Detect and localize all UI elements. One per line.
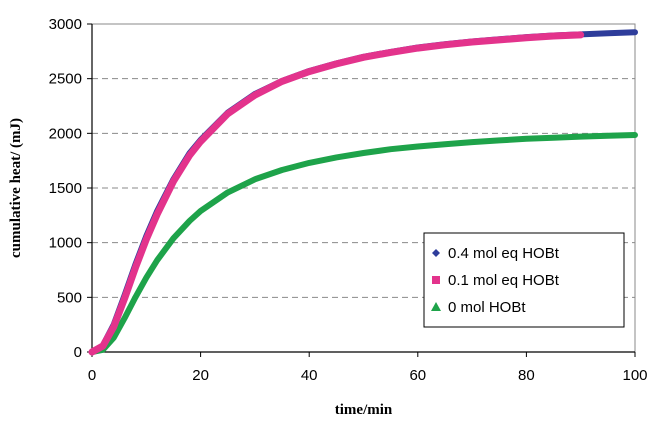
y-ticks: 0 500 1000 1500 2000 2500 3000 bbox=[49, 16, 92, 361]
data-point bbox=[578, 134, 583, 139]
data-point bbox=[144, 237, 149, 242]
data-point bbox=[442, 42, 448, 47]
data-point bbox=[388, 146, 393, 152]
data-point bbox=[133, 265, 138, 271]
data-point bbox=[578, 32, 583, 38]
data-point bbox=[225, 111, 230, 116]
data-point bbox=[415, 144, 420, 149]
x-axis-label: time/min bbox=[335, 402, 393, 418]
data-point bbox=[198, 208, 203, 214]
y-tick-label: 2000 bbox=[49, 125, 82, 142]
x-tick-label: 20 bbox=[192, 367, 209, 384]
data-point bbox=[551, 135, 556, 140]
data-point bbox=[605, 31, 611, 36]
data-point bbox=[307, 160, 312, 166]
data-point bbox=[187, 153, 192, 158]
y-tick-label: 0 bbox=[74, 344, 82, 361]
data-point bbox=[497, 37, 502, 43]
series-line bbox=[88, 31, 585, 356]
data-point bbox=[307, 69, 312, 74]
data-point bbox=[605, 133, 611, 138]
data-point bbox=[361, 150, 366, 156]
data-point bbox=[89, 349, 95, 355]
data-point bbox=[252, 92, 258, 98]
data-point bbox=[122, 296, 127, 301]
data-point bbox=[252, 177, 258, 182]
y-tick-label: 1500 bbox=[49, 180, 82, 197]
data-point bbox=[187, 218, 192, 223]
data-point bbox=[100, 343, 106, 349]
data-point bbox=[551, 33, 556, 39]
legend-label: 0.4 mol eq HOBt bbox=[448, 245, 560, 262]
data-point bbox=[524, 136, 529, 141]
data-point bbox=[171, 179, 176, 184]
data-point bbox=[442, 142, 448, 147]
legend-label: 0 mol HOBt bbox=[448, 299, 526, 316]
data-point bbox=[334, 61, 339, 67]
data-point bbox=[144, 275, 149, 280]
data-point bbox=[361, 55, 366, 60]
data-point bbox=[388, 50, 393, 55]
legend-marker-triangle bbox=[431, 302, 441, 311]
y-tick-label: 500 bbox=[57, 289, 82, 306]
y-tick-label: 3000 bbox=[49, 16, 82, 33]
series-line bbox=[89, 132, 638, 355]
data-point bbox=[469, 39, 475, 45]
data-point bbox=[415, 45, 420, 51]
legend-marker-diamond bbox=[432, 249, 440, 257]
data-point bbox=[111, 335, 116, 340]
data-point bbox=[225, 190, 230, 195]
legend-marker-square bbox=[432, 276, 440, 284]
data-point bbox=[279, 79, 285, 84]
data-point bbox=[198, 139, 203, 144]
x-tick-label: 40 bbox=[301, 367, 318, 384]
y-tick-label: 1000 bbox=[49, 235, 82, 252]
data-point bbox=[497, 138, 502, 143]
legend-box bbox=[423, 232, 625, 328]
x-tick-label: 80 bbox=[518, 367, 535, 384]
legend-label: 0.1 mol eq HOBt bbox=[448, 272, 560, 289]
data-point bbox=[334, 155, 339, 160]
data-point bbox=[111, 324, 116, 330]
y-tick-label: 2500 bbox=[49, 71, 82, 88]
x-tick-label: 0 bbox=[88, 367, 96, 384]
x-ticks: 0 20 40 60 80 100 bbox=[88, 352, 648, 384]
data-point bbox=[632, 132, 638, 138]
data-point bbox=[524, 35, 529, 40]
x-tick-label: 60 bbox=[409, 367, 426, 384]
data-point bbox=[122, 315, 127, 321]
x-tick-label: 100 bbox=[622, 367, 647, 384]
legend: 0.4 mol eq HOBt 0.1 mol eq HOBt 0 mol HOBt bbox=[423, 232, 625, 328]
data-point bbox=[469, 139, 475, 145]
data-point bbox=[632, 30, 638, 35]
y-axis-label: cumulative heat/ (mJ) bbox=[8, 118, 24, 258]
data-point bbox=[279, 167, 285, 173]
data-point bbox=[154, 257, 160, 263]
plot-area bbox=[88, 29, 638, 356]
data-point bbox=[133, 295, 138, 300]
data-point bbox=[171, 236, 176, 241]
data-point bbox=[154, 212, 160, 217]
